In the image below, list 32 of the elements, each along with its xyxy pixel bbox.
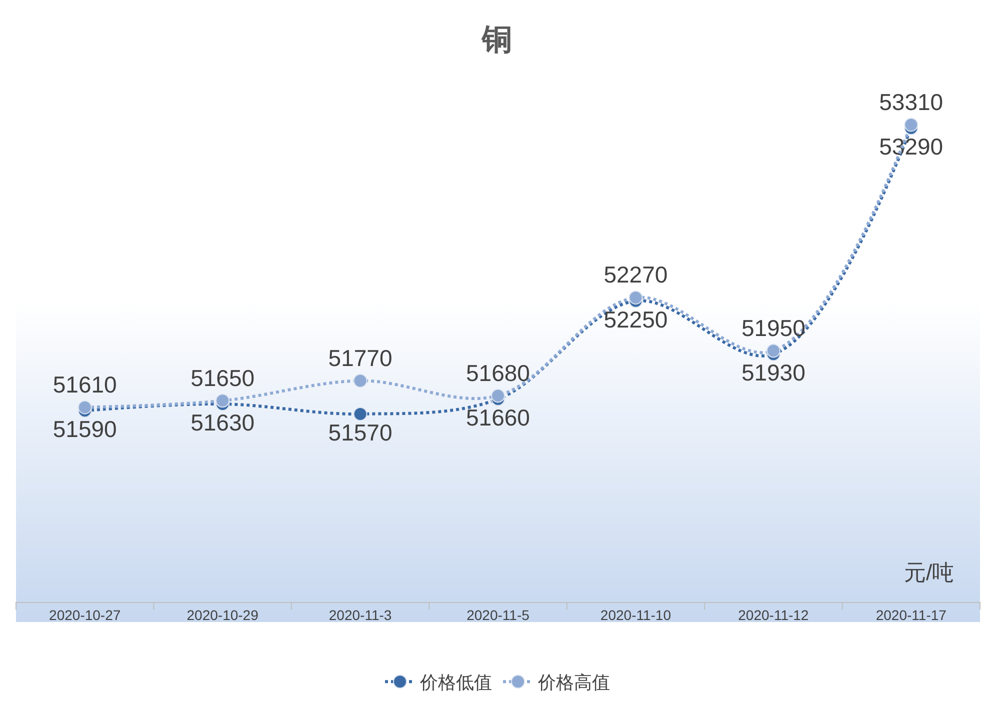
data-label: 53310 xyxy=(879,88,944,115)
x-tick-label: 2020-11-10 xyxy=(600,606,672,623)
data-label: 51570 xyxy=(328,419,392,446)
data-label: 51610 xyxy=(52,371,117,398)
x-tick-label: 2020-10-29 xyxy=(186,606,259,623)
data-label: 51660 xyxy=(466,404,530,430)
data-label: 51630 xyxy=(190,409,255,436)
data-label: 51770 xyxy=(328,344,392,371)
point xyxy=(353,406,368,421)
data-label: 51680 xyxy=(466,360,530,386)
text: 元/吨 xyxy=(904,560,954,585)
point xyxy=(628,290,643,305)
data-label: 52270 xyxy=(604,262,668,288)
point xyxy=(904,118,918,132)
point xyxy=(491,388,505,403)
legend-label: 价格高值 xyxy=(537,672,610,693)
data-label: 52250 xyxy=(604,306,668,332)
x-tick-label: 2020-11-5 xyxy=(466,606,530,623)
data-label: 51930 xyxy=(741,360,806,386)
data-label: 51590 xyxy=(52,416,117,442)
x-tick-label: 2020-11-17 xyxy=(876,606,947,623)
legend-label: 价格低值 xyxy=(419,672,492,693)
x-tick-label: 2020-10-27 xyxy=(49,606,121,623)
chart-title: 铜 xyxy=(481,23,512,56)
point xyxy=(766,344,780,358)
point xyxy=(78,400,92,414)
point xyxy=(353,374,368,388)
data-label: 51650 xyxy=(190,364,255,391)
x-tick-label: 2020-11-12 xyxy=(738,606,809,623)
x-tick-label: 2020-11-3 xyxy=(328,606,392,623)
point xyxy=(216,394,230,408)
data-label: 51950 xyxy=(741,314,806,341)
